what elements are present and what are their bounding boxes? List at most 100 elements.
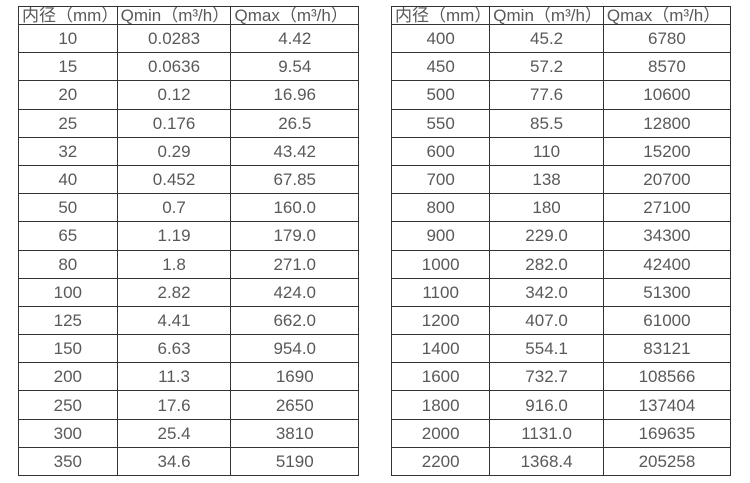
qmin-cell: 0.0636: [116, 52, 232, 82]
table-row: 600 110 15200: [390, 136, 732, 166]
qmin-cell: 25.4: [116, 418, 232, 448]
table-row: 400 45.2 6780: [390, 23, 732, 54]
qmax-cell: 3810: [230, 418, 359, 448]
diameter-cell: 32: [18, 136, 118, 166]
table-row: 1800 916.0 137404: [390, 390, 732, 420]
table-row: 32 0.29 43.42: [18, 136, 359, 166]
header-row: 内径（mm） Qmin（m³/h） Qmax（m³/h）: [18, 6, 359, 25]
qmin-cell: 77.6: [489, 80, 604, 110]
qmax-cell: 51300: [602, 277, 732, 307]
qmax-cell: 137404: [602, 390, 732, 420]
qmax-cell: 5190: [230, 446, 359, 477]
table-row: 2000 1131.0 169635: [390, 418, 732, 448]
table-row: 500 77.6 10600: [390, 80, 732, 110]
qmin-cell: 282.0: [489, 249, 604, 279]
diameter-cell: 600: [390, 136, 491, 166]
qmin-cell: 0.29: [116, 136, 232, 166]
qmax-cell: 424.0: [230, 277, 359, 307]
table-row: 150 6.63 954.0: [18, 334, 359, 364]
table-row: 1000 282.0 42400: [390, 249, 732, 279]
diameter-cell: 2200: [390, 446, 491, 477]
qmin-cell: 0.12: [116, 80, 232, 110]
qmax-cell: 2650: [230, 390, 359, 420]
diameter-cell: 65: [18, 221, 118, 251]
qmax-cell: 179.0: [230, 221, 359, 251]
qmax-cell: 83121: [602, 334, 732, 364]
qmax-column-header: Qmax（m³/h）: [230, 6, 359, 25]
table-row: 350 34.6 5190: [18, 446, 359, 477]
table-row: 125 4.41 662.0: [18, 305, 359, 336]
table-row: 25 0.176 26.5: [18, 108, 359, 138]
diameter-cell: 80: [18, 249, 118, 279]
diameter-cell: 1200: [390, 305, 491, 336]
qmax-cell: 4.42: [230, 23, 359, 54]
diameter-cell: 15: [18, 52, 118, 82]
qmin-cell: 45.2: [489, 23, 604, 54]
diameter-column-header: 内径（mm）: [390, 6, 491, 25]
diameter-cell: 450: [390, 52, 491, 82]
table-row: 200 11.3 1690: [18, 362, 359, 392]
diameter-cell: 25: [18, 108, 118, 138]
qmin-cell: 17.6: [116, 390, 232, 420]
qmax-cell: 6780: [602, 23, 732, 54]
qmin-cell: 916.0: [489, 390, 604, 420]
qmax-cell: 12800: [602, 108, 732, 138]
flow-rate-table-dn400-2200: 内径（mm） Qmin（m³/h） Qmax（m³/h） 400 45.2 6780 45…: [390, 6, 732, 477]
qmax-cell: 34300: [602, 221, 732, 251]
qmax-cell: 108566: [602, 362, 732, 392]
diameter-cell: 350: [18, 446, 118, 477]
qmax-cell: 8570: [602, 52, 732, 82]
qmin-cell: 1368.4: [489, 446, 604, 477]
qmax-cell: 9.54: [230, 52, 359, 82]
qmax-cell: 662.0: [230, 305, 359, 336]
table-row: 2200 1368.4 205258: [390, 446, 732, 477]
table-row: 250 17.6 2650: [18, 390, 359, 420]
qmin-cell: 180: [489, 193, 604, 223]
qmin-cell: 85.5: [489, 108, 604, 138]
qmin-cell: 2.82: [116, 277, 232, 307]
table-row: 700 138 20700: [390, 164, 732, 195]
qmin-column-header: Qmin（m³/h）: [116, 6, 232, 25]
qmin-column-header: Qmin（m³/h）: [489, 6, 604, 25]
diameter-cell: 800: [390, 193, 491, 223]
qmax-cell: 205258: [602, 446, 732, 477]
diameter-cell: 20: [18, 80, 118, 110]
qmin-cell: 0.176: [116, 108, 232, 138]
qmax-cell: 61000: [602, 305, 732, 336]
flow-rate-table-dn10-350: 内径（mm） Qmin（m³/h） Qmax（m³/h） 10 0.0283 4.42 1…: [18, 6, 359, 477]
table-row: 550 85.5 12800: [390, 108, 732, 138]
diameter-cell: 2000: [390, 418, 491, 448]
diameter-cell: 125: [18, 305, 118, 336]
qmax-cell: 10600: [602, 80, 732, 110]
table-row: 1400 554.1 83121: [390, 334, 732, 364]
diameter-cell: 1400: [390, 334, 491, 364]
qmin-cell: 110: [489, 136, 604, 166]
diameter-cell: 200: [18, 362, 118, 392]
qmax-cell: 169635: [602, 418, 732, 448]
qmin-cell: 57.2: [489, 52, 604, 82]
diameter-cell: 250: [18, 390, 118, 420]
diameter-cell: 400: [390, 23, 491, 54]
table-row: 900 229.0 34300: [390, 221, 732, 251]
diameter-cell: 550: [390, 108, 491, 138]
diameter-cell: 1100: [390, 277, 491, 307]
qmin-cell: 229.0: [489, 221, 604, 251]
qmin-cell: 0.7: [116, 193, 232, 223]
diameter-cell: 500: [390, 80, 491, 110]
qmax-cell: 20700: [602, 164, 732, 195]
table-row: 1100 342.0 51300: [390, 277, 732, 307]
qmax-cell: 16.96: [230, 80, 359, 110]
table-row: 450 57.2 8570: [390, 52, 732, 82]
qmax-column-header: Qmax（m³/h）: [602, 6, 732, 25]
qmin-cell: 1.19: [116, 221, 232, 251]
qmin-cell: 0.0283: [116, 23, 232, 54]
qmax-cell: 15200: [602, 136, 732, 166]
qmax-cell: 27100: [602, 193, 732, 223]
qmin-cell: 732.7: [489, 362, 604, 392]
qmax-cell: 160.0: [230, 193, 359, 223]
qmin-cell: 1131.0: [489, 418, 604, 448]
qmax-cell: 67.85: [230, 164, 359, 195]
qmax-cell: 1690: [230, 362, 359, 392]
qmin-cell: 11.3: [116, 362, 232, 392]
